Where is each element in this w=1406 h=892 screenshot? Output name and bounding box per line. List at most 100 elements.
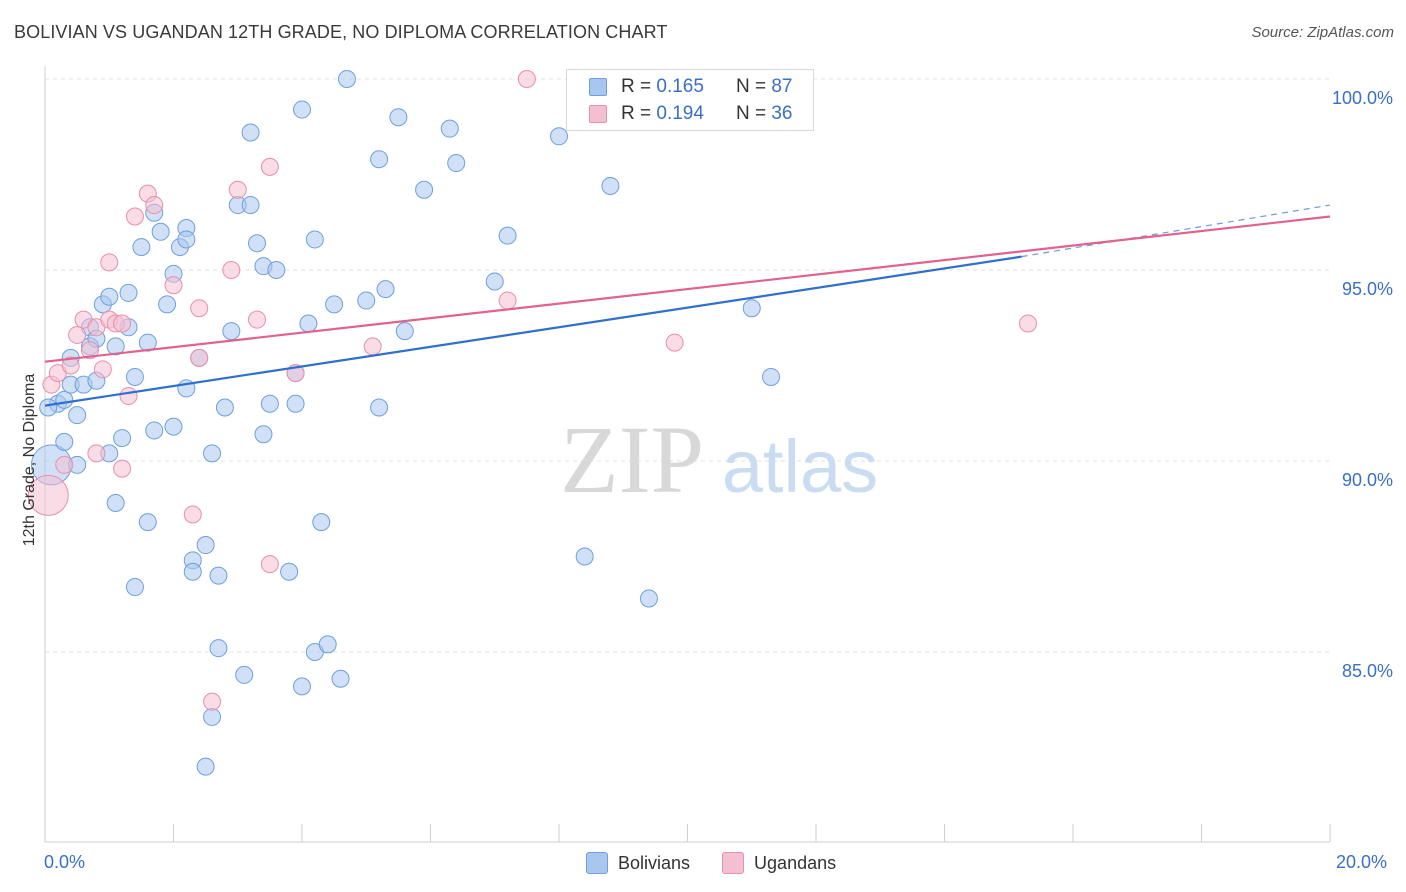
legend-n-value: 87 (771, 76, 793, 97)
bolivian-point (55, 432, 74, 451)
bolivian-point (106, 494, 125, 513)
bolivian-point (119, 283, 138, 302)
bolivian-point (145, 421, 164, 440)
bolivian-point (376, 280, 395, 299)
ugandan-point (113, 459, 132, 478)
bolivian-point (293, 677, 311, 696)
y-axis-title: 12th Grade, No Diploma (21, 373, 38, 547)
bolivian-point (39, 398, 58, 417)
ugandan-point (1019, 314, 1038, 333)
trend-lines (44, 204, 1331, 407)
bolivian-point (183, 562, 202, 581)
ugandan-point (93, 360, 112, 379)
legend-label-ugandans: Ugandans (754, 852, 837, 873)
bolivian-point (485, 272, 504, 291)
y-tick-label: 85.0% (1342, 661, 1393, 681)
bolivian-trend-extension (1021, 204, 1331, 258)
ugandan-point (203, 692, 222, 711)
source-label: Source: ZipAtlas.com (1251, 24, 1394, 41)
bolivian-point (106, 337, 125, 356)
watermark-zip: ZIP (560, 406, 704, 513)
bolivian-point (196, 536, 215, 555)
bolivian-point (222, 322, 241, 341)
series-legend: Bolivians Ugandans (586, 852, 868, 874)
ugandan-point (248, 310, 267, 329)
ugandan-point (55, 455, 74, 474)
ugandan-point (87, 444, 106, 463)
bolivian-point (498, 226, 517, 245)
watermark-atlas: atlas (722, 425, 878, 508)
bolivian-point (241, 196, 260, 215)
bolivian-point (325, 295, 344, 314)
x-tick-label-min: 0.0% (44, 852, 86, 872)
bolivian-point (370, 398, 389, 417)
ugandan-point (164, 276, 183, 295)
bolivian-point (318, 635, 337, 654)
legend-row-ugandans: R = 0.194 N = 36 (589, 103, 792, 125)
legend-item-ugandans[interactable]: Ugandans (722, 852, 836, 874)
bolivian-point (177, 230, 196, 249)
ugandan-point (145, 196, 164, 215)
bolivian-point (370, 150, 389, 169)
bolivian-point (138, 513, 157, 532)
ugandan-trend-line (44, 215, 1331, 363)
bolivian-point (639, 589, 658, 608)
x-tick-label-max: 20.0% (1336, 852, 1388, 872)
bolivian-point (280, 562, 299, 581)
bolivian-point (742, 299, 761, 318)
ugandan-point (100, 253, 119, 272)
bolivian-trend-line (44, 255, 1022, 407)
bolivian-point (209, 639, 228, 658)
legend-swatch-ugandans (722, 852, 745, 874)
ugandan-point (190, 299, 209, 318)
bolivian-point (286, 394, 305, 413)
bolivian-point (550, 127, 568, 146)
grid-lines (45, 78, 1330, 653)
y-tick-labels: 85.0% 90.0% 95.0% 100.0% (1332, 88, 1393, 681)
bolivian-point (235, 665, 254, 684)
y-tick-label: 90.0% (1342, 470, 1393, 490)
bolivian-point (357, 291, 376, 310)
ugandan-point (260, 157, 279, 176)
correlation-legend: R = 0.165 N = 87 R = 0.194 N = 36 (566, 69, 814, 131)
bolivian-point (125, 367, 144, 386)
bolivian-point (395, 322, 414, 341)
bolivian-point (203, 707, 222, 726)
bolivian-point (113, 429, 132, 448)
bolivian-point (331, 669, 350, 688)
bolivian-point (158, 295, 177, 314)
bolivian-point (68, 406, 87, 425)
ugandan-point (119, 387, 138, 406)
legend-r-value: 0.194 (656, 103, 704, 124)
bolivian-point (125, 578, 144, 597)
bolivian-point (601, 176, 620, 195)
ugandan-point (498, 291, 517, 310)
legend-swatch-pink (589, 105, 607, 123)
bolivian-point (215, 398, 234, 417)
legend-item-bolivians[interactable]: Bolivians (586, 852, 690, 874)
bolivian-point (440, 119, 459, 138)
bolivian-point (209, 566, 228, 585)
bolivian-point (337, 70, 356, 88)
bolivian-point (132, 238, 151, 257)
ugandan-point (61, 356, 80, 375)
bolivian-point (248, 234, 267, 253)
legend-n-label: N = (735, 76, 767, 97)
bolivian-point (415, 180, 434, 199)
ugandan-point (113, 314, 132, 333)
ugandan-point (183, 505, 202, 524)
legend-n-value: 36 (771, 103, 793, 124)
bolivian-point (241, 123, 260, 142)
ugandan-point (228, 180, 247, 199)
legend-r-value: 0.165 (656, 76, 704, 97)
bolivian-point (762, 367, 781, 386)
legend-n-label: N = (735, 103, 767, 124)
legend-swatch-bolivians (586, 852, 608, 874)
bolivian-point (299, 314, 318, 333)
bolivian-point (312, 513, 331, 532)
ugandan-point (517, 70, 536, 88)
data-points (27, 70, 1038, 776)
ugandan-point (190, 348, 209, 367)
legend-r-label: R = (621, 76, 652, 97)
